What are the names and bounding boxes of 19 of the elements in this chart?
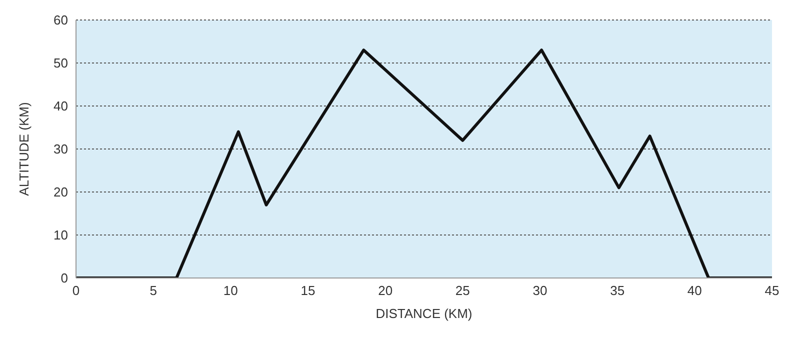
x-tick-label: 0 [72, 283, 80, 298]
x-axis-title: DISTANCE (KM) [376, 306, 472, 321]
x-tick-label: 15 [300, 283, 316, 298]
x-tick-label: 10 [223, 283, 238, 298]
y-tick-label: 0 [60, 270, 68, 286]
y-tick-label: 40 [54, 98, 68, 114]
y-tick-label: 10 [54, 228, 68, 243]
y-tick-label: 30 [54, 142, 68, 157]
y-tick-label: 20 [54, 184, 68, 200]
y-tick-label: 60 [54, 12, 68, 28]
x-tick-label: 30 [532, 283, 548, 298]
x-tick-label: 45 [764, 283, 780, 298]
x-tick-label: 40 [687, 283, 702, 298]
x-tick-label: 5 [150, 283, 157, 298]
y-tick-label: 50 [54, 56, 68, 71]
y-axis-title: ALTITUDE (KM) [16, 102, 32, 196]
x-tick-label: 20 [378, 283, 393, 298]
x-tick-label: 25 [455, 283, 470, 298]
x-tick-label: 35 [610, 283, 625, 298]
